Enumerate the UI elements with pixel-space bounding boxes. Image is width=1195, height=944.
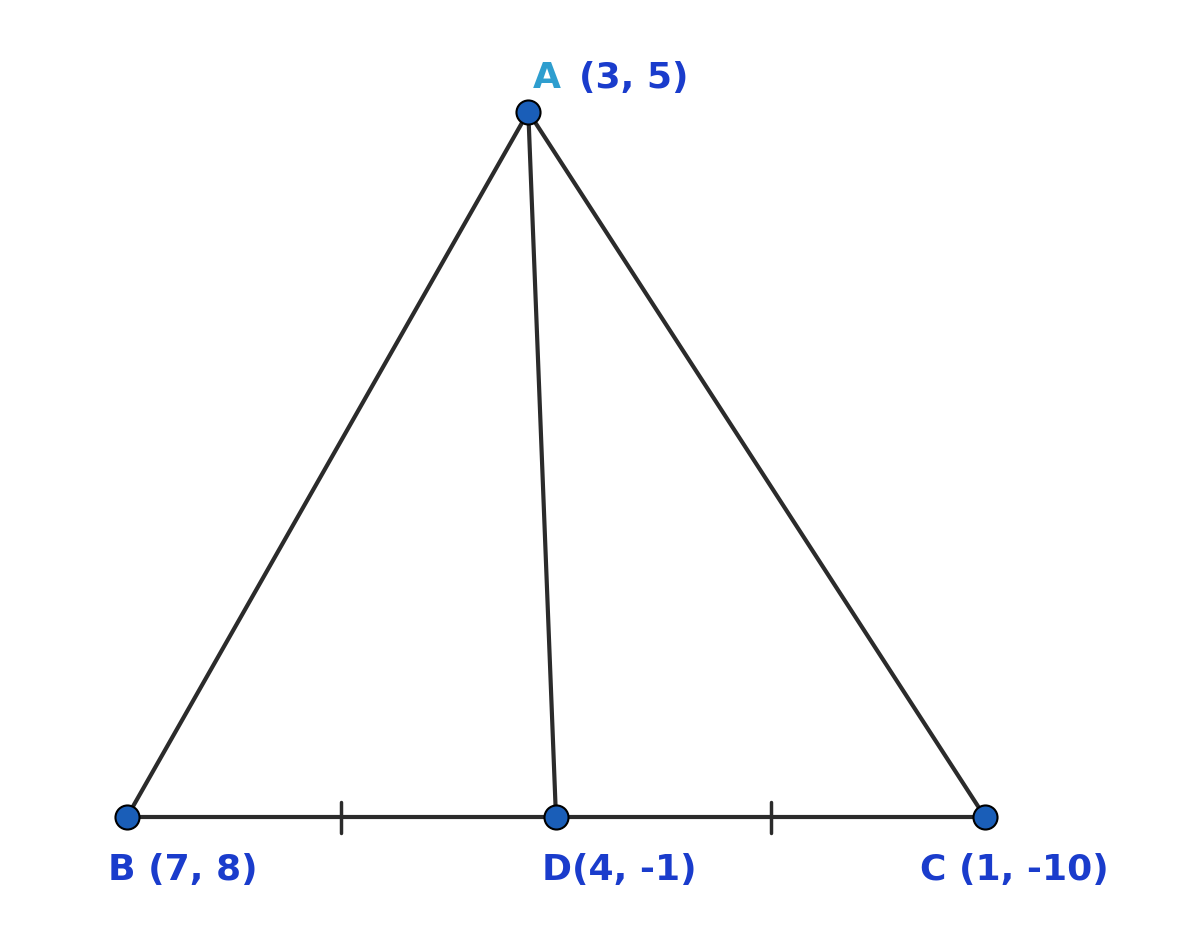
Point xyxy=(117,810,136,825)
Text: (3, 5): (3, 5) xyxy=(580,61,688,95)
Point xyxy=(519,105,538,120)
Text: D(4, -1): D(4, -1) xyxy=(543,852,697,886)
Text: A: A xyxy=(533,61,560,95)
Text: B (7, 8): B (7, 8) xyxy=(109,852,258,886)
Text: C (1, -10): C (1, -10) xyxy=(920,852,1109,886)
Point xyxy=(546,810,565,825)
Point xyxy=(975,810,994,825)
